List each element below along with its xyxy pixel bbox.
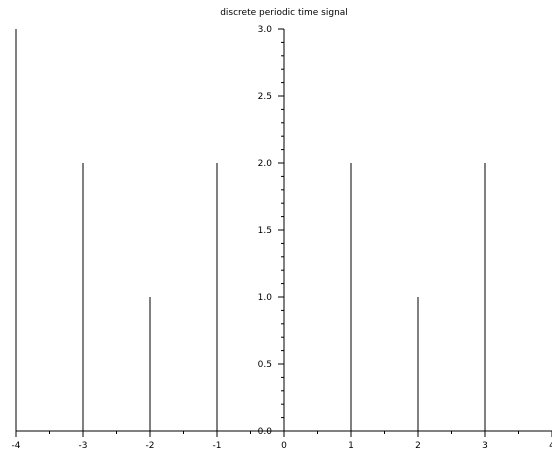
x-tick-label: 1 [348, 441, 354, 451]
y-tick-label: 0.5 [258, 360, 272, 370]
y-tick-label: 2.0 [258, 159, 273, 169]
x-tick-label: 2 [415, 441, 421, 451]
y-tick-label: 3.0 [258, 25, 273, 35]
x-tick-label: -3 [79, 441, 88, 451]
x-tick-label: 0 [281, 441, 287, 451]
axes: -4 -3 -2 -1 0 1 2 3 4 0.0 0.5 1.0 1.5 2.0 2.5 3.0 [12, 25, 552, 451]
x-tick-label: 3 [482, 441, 488, 451]
y-tick-label: 2.5 [258, 92, 272, 102]
y-tick-label: 1.0 [258, 293, 273, 303]
x-tick-label: -2 [146, 441, 155, 451]
stems [15, 29, 486, 431]
x-tick-label: -4 [12, 441, 21, 451]
x-tick-label: -1 [213, 441, 222, 451]
x-tick-label: 4 [549, 441, 552, 451]
y-tick-label: 0.0 [258, 427, 273, 437]
y-tick-label: 1.5 [258, 226, 272, 236]
chart-title: discrete periodic time signal [220, 8, 348, 18]
